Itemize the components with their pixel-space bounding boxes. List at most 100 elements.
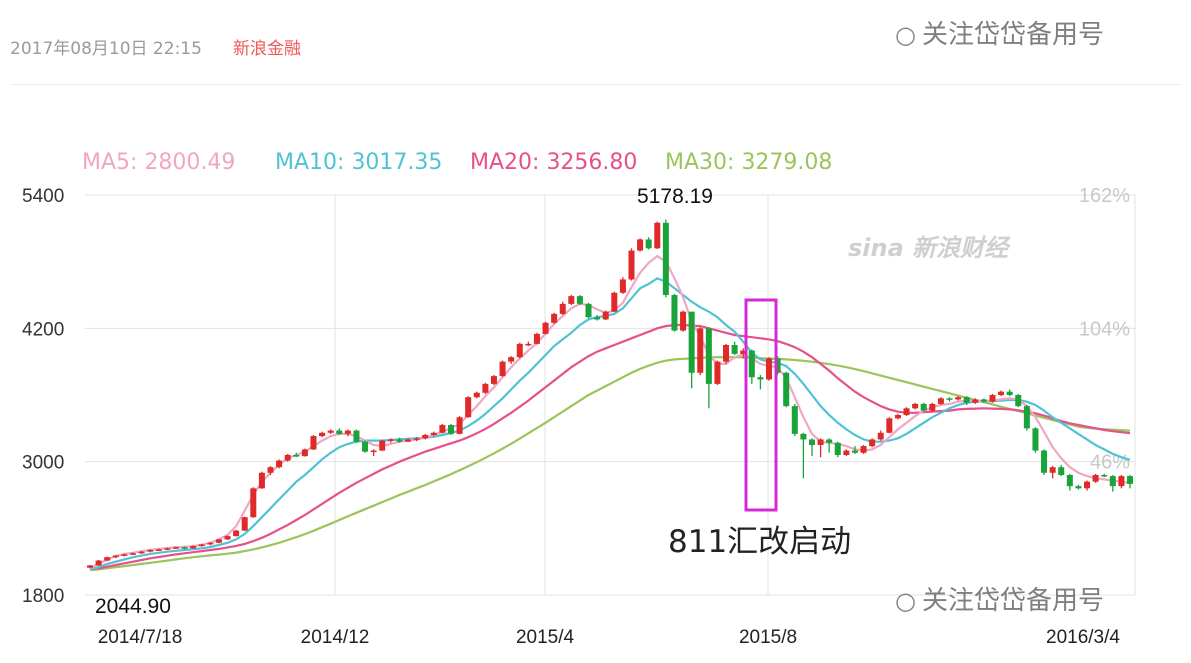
candle xyxy=(748,349,755,384)
candle-body xyxy=(473,392,480,398)
candle-body xyxy=(860,446,867,453)
candle-body xyxy=(482,383,489,393)
candle-body xyxy=(1118,476,1125,487)
candle xyxy=(946,397,953,402)
candle-body xyxy=(190,546,197,549)
candle-body xyxy=(379,440,386,451)
candle-body xyxy=(654,222,661,249)
candle xyxy=(903,407,910,417)
candle-body xyxy=(1006,391,1013,395)
candle-body xyxy=(405,439,412,442)
candle-body xyxy=(1058,467,1065,475)
candle xyxy=(723,343,730,364)
candle xyxy=(843,449,850,457)
candle-body xyxy=(276,460,283,468)
candle-body xyxy=(207,542,214,545)
candle xyxy=(327,429,334,434)
legend-ma5-name: MA5 xyxy=(82,150,131,175)
candle xyxy=(766,357,773,381)
candle xyxy=(482,382,489,394)
candle-body xyxy=(869,439,876,447)
candle-body xyxy=(894,415,901,419)
candle-body xyxy=(688,311,695,373)
candle xyxy=(362,440,369,453)
candle-body xyxy=(258,472,265,489)
candle xyxy=(499,360,506,377)
candle-body xyxy=(766,358,773,380)
candle xyxy=(637,238,644,252)
candle xyxy=(508,356,515,364)
candle xyxy=(405,438,412,443)
candle xyxy=(568,295,575,305)
article-datetime: 2017年08月10日 22:15 xyxy=(10,39,202,59)
candle xyxy=(516,342,523,359)
candle-body xyxy=(353,430,360,442)
candle xyxy=(301,448,308,457)
legend-ma20-value: 3256.80 xyxy=(546,150,638,175)
candle-body xyxy=(215,539,222,543)
candle xyxy=(447,423,454,435)
candle xyxy=(1015,393,1022,408)
candle-body xyxy=(241,517,248,531)
legend-ma5: MA5: 2800.49 xyxy=(82,150,236,175)
candle-body xyxy=(912,403,919,409)
candle-body xyxy=(465,397,472,418)
candle xyxy=(155,548,162,551)
candle xyxy=(774,356,781,375)
candle-body xyxy=(1109,476,1116,487)
candle-body xyxy=(697,328,704,373)
candle-body xyxy=(284,455,291,461)
candle xyxy=(920,402,927,412)
candle-body xyxy=(602,311,609,320)
y-tick-label: 4200 xyxy=(22,319,64,340)
candle xyxy=(164,547,171,551)
candle-body xyxy=(946,398,953,400)
x-tick-label: 2014/7/18 xyxy=(98,627,183,648)
candle-body xyxy=(851,450,858,453)
candle xyxy=(104,556,111,562)
candle-body xyxy=(525,343,532,346)
candle xyxy=(963,396,970,405)
candle xyxy=(276,459,283,469)
candle xyxy=(233,529,240,537)
highlight-box xyxy=(744,298,778,512)
max-value-label: 5178.19 xyxy=(637,185,713,208)
candle xyxy=(190,545,197,549)
candle xyxy=(95,560,102,566)
article-source-link[interactable]: 新浪金融 xyxy=(233,39,301,59)
candle xyxy=(439,423,446,434)
candle xyxy=(413,437,420,442)
candle xyxy=(533,332,540,345)
candle-body xyxy=(430,432,437,435)
candle xyxy=(293,452,300,458)
candle-body xyxy=(344,430,351,434)
header-divider xyxy=(10,84,1181,85)
candle xyxy=(662,219,669,298)
candle-body xyxy=(95,560,102,566)
x-tick-label: 2014/12 xyxy=(301,627,370,648)
candle xyxy=(817,438,824,458)
candle xyxy=(207,542,214,546)
candle xyxy=(791,403,798,437)
candle xyxy=(851,446,858,454)
candle-body xyxy=(1015,395,1022,407)
candle xyxy=(344,429,351,437)
legend-ma20: MA20: 3256.80 xyxy=(470,150,638,175)
legend-ma5-value: 2800.49 xyxy=(144,150,236,175)
candle xyxy=(542,321,549,335)
candle xyxy=(628,248,635,281)
candle-body xyxy=(886,418,893,433)
candle-body xyxy=(920,403,927,411)
watermark-text-bottom: 关注岱岱备用号 xyxy=(921,586,1104,616)
candle xyxy=(172,546,179,549)
candle-body xyxy=(250,488,257,518)
candle-body xyxy=(980,399,987,402)
candle-body xyxy=(757,377,764,380)
candle-body xyxy=(422,435,429,439)
candle xyxy=(860,445,867,454)
candle-body xyxy=(181,547,188,549)
candle-body xyxy=(233,530,240,537)
candle xyxy=(1101,473,1108,478)
x-tick-label: 2016/3/4 xyxy=(1046,627,1120,648)
